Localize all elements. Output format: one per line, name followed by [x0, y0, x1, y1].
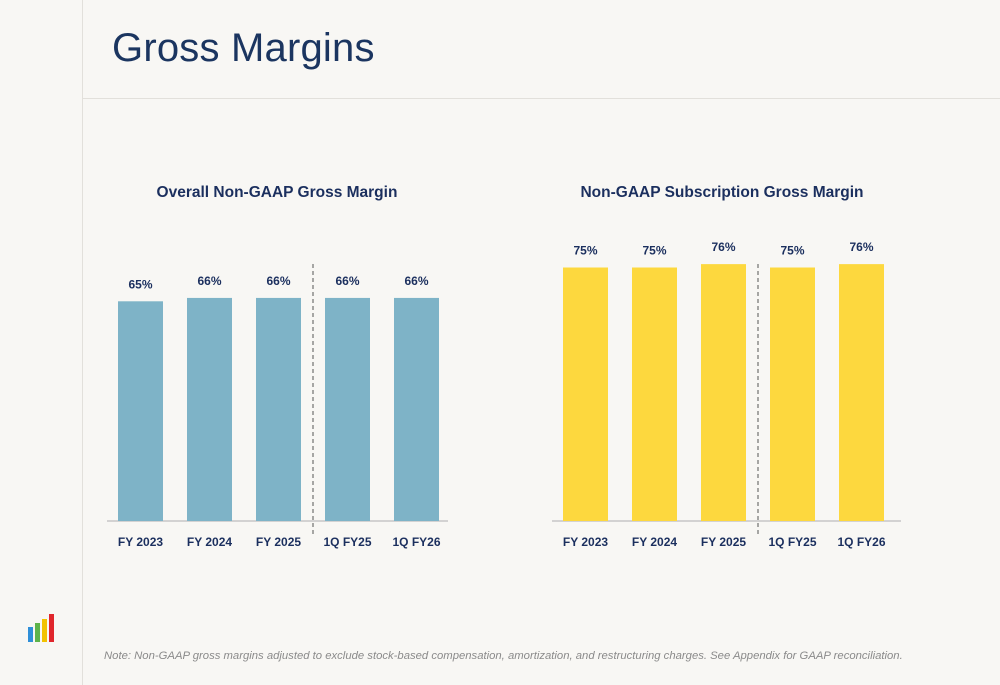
left-bar-2 — [187, 297, 232, 521]
right-chart-title: Non-GAAP Subscription Gross Margin — [580, 184, 864, 201]
right-data-label-4: 75% — [780, 244, 804, 258]
right-tick-label-5: 1Q FY26 — [837, 535, 885, 549]
footnote: Note: Non-GAAP gross margins adjusted to… — [104, 650, 903, 662]
right-tick-label-3: FY 2025 — [701, 535, 746, 549]
left-tick-label-1: FY 2023 — [118, 535, 163, 549]
left-data-label-2: 66% — [197, 274, 221, 288]
right-data-label-3: 76% — [711, 240, 735, 254]
left-tick-label-3: FY 2025 — [256, 535, 301, 549]
left-data-label-5: 66% — [404, 274, 428, 288]
left-divider — [82, 0, 83, 685]
left-tick-label-2: FY 2024 — [187, 535, 232, 549]
left-bar-3 — [256, 297, 301, 521]
right-tick-label-2: FY 2024 — [632, 535, 677, 549]
left-data-label-3: 66% — [266, 274, 290, 288]
title-divider — [82, 98, 1000, 99]
left-bar-1 — [118, 301, 163, 521]
page-title: Gross Margins — [112, 26, 375, 70]
left-data-label-1: 65% — [128, 277, 152, 291]
logo-bar-red — [49, 614, 54, 642]
right-data-label-2: 75% — [642, 244, 666, 258]
logo-bar-yellow — [42, 619, 47, 642]
left-bar-4 — [325, 297, 370, 521]
left-tick-label-5: 1Q FY26 — [392, 535, 440, 549]
right-bar-1 — [563, 267, 608, 521]
left-data-label-4: 66% — [335, 274, 359, 288]
right-bar-3 — [701, 264, 746, 521]
right-data-label-5: 76% — [849, 240, 873, 254]
bar-chart-logo-icon — [28, 614, 54, 642]
right-bar-2 — [632, 267, 677, 521]
right-bar-4 — [770, 267, 815, 521]
right-bar-5 — [839, 264, 884, 521]
right-tick-label-4: 1Q FY25 — [768, 535, 816, 549]
left-bar-5 — [394, 297, 439, 521]
right-data-label-1: 75% — [573, 244, 597, 258]
left-chart-title: Overall Non-GAAP Gross Margin — [156, 184, 398, 201]
right-tick-label-1: FY 2023 — [563, 535, 608, 549]
logo-bar-blue — [28, 627, 33, 642]
logo-bar-green — [35, 623, 40, 642]
left-tick-label-4: 1Q FY25 — [323, 535, 371, 549]
